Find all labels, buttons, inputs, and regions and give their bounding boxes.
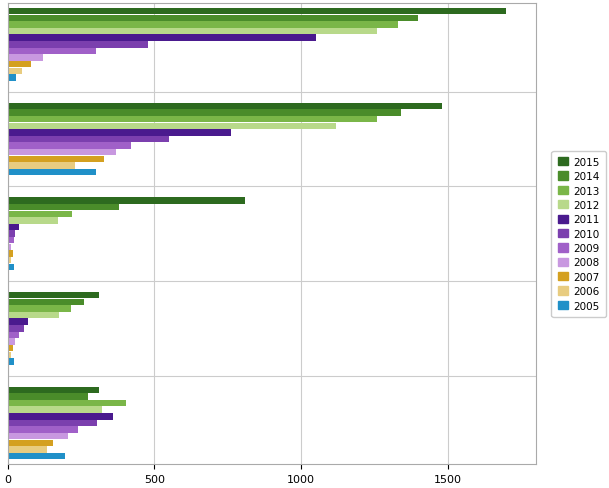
Bar — [8, 427, 78, 433]
Bar — [8, 150, 116, 156]
Bar — [8, 312, 59, 319]
Bar — [8, 68, 23, 75]
Bar — [8, 42, 149, 48]
Bar — [8, 143, 131, 149]
Legend: 2015, 2014, 2013, 2012, 2011, 2010, 2009, 2008, 2007, 2006, 2005: 2015, 2014, 2013, 2012, 2011, 2010, 2009… — [552, 151, 606, 317]
Bar — [8, 299, 84, 305]
Bar — [8, 345, 13, 352]
Bar — [8, 163, 75, 169]
Bar — [8, 332, 19, 339]
Bar — [8, 393, 88, 400]
Bar — [8, 130, 231, 136]
Bar — [8, 211, 72, 218]
Bar — [8, 407, 102, 413]
Bar — [8, 413, 113, 420]
Bar — [8, 339, 15, 345]
Bar — [8, 123, 336, 130]
Bar — [8, 218, 57, 224]
Bar — [8, 16, 418, 22]
Bar — [8, 453, 65, 459]
Bar — [8, 36, 315, 42]
Bar — [8, 447, 48, 453]
Bar — [8, 62, 31, 68]
Bar — [8, 420, 97, 427]
Bar — [8, 400, 127, 407]
Bar — [8, 22, 398, 29]
Bar — [8, 251, 13, 257]
Bar — [8, 238, 13, 244]
Bar — [8, 387, 99, 393]
Bar — [8, 117, 378, 123]
Bar — [8, 75, 16, 81]
Bar — [8, 204, 119, 211]
Bar — [8, 224, 19, 231]
Bar — [8, 49, 96, 55]
Bar — [8, 103, 442, 110]
Bar — [8, 137, 169, 143]
Bar — [8, 110, 401, 117]
Bar — [8, 325, 24, 332]
Bar — [8, 440, 53, 446]
Bar — [8, 305, 71, 312]
Bar — [8, 264, 13, 270]
Bar — [8, 257, 10, 264]
Bar — [8, 292, 99, 299]
Bar — [8, 433, 68, 440]
Bar — [8, 359, 13, 365]
Bar — [8, 55, 43, 61]
Bar — [8, 231, 15, 237]
Bar — [8, 198, 245, 204]
Bar — [8, 156, 105, 163]
Bar — [8, 9, 506, 16]
Bar — [8, 169, 96, 176]
Bar — [8, 319, 28, 325]
Bar — [8, 244, 10, 251]
Bar — [8, 29, 378, 35]
Bar — [8, 352, 10, 358]
